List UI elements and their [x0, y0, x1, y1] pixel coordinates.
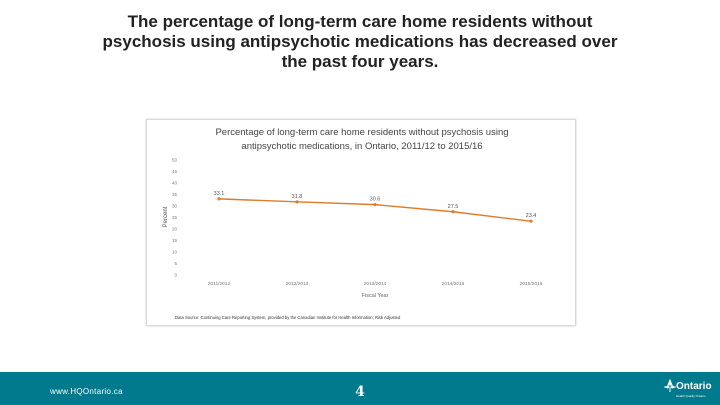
logo-subtext: Health Quality Ontario: [676, 394, 706, 398]
data-point: [295, 200, 299, 204]
y-tick-label: 20: [172, 227, 178, 232]
footer-url[interactable]: www.HQOntario.ca: [50, 387, 123, 396]
data-label: 27.5: [448, 204, 459, 210]
y-tick-label: 45: [172, 169, 178, 174]
y-tick-label: 50: [172, 158, 178, 163]
series-percent: 33.1 31.8 30.6 27.5 23.4: [214, 191, 537, 223]
y-tick-label: 35: [172, 192, 178, 197]
data-point: [529, 219, 533, 223]
data-point: [373, 203, 377, 207]
x-tick-label: 2014/2015: [442, 281, 465, 287]
line-chart: Percentage of long-term care home reside…: [163, 127, 543, 320]
chart-frame: Percentage of long-term care home reside…: [146, 119, 576, 326]
slide-title: The percentage of long-term care home re…: [102, 12, 618, 71]
y-tick-label: 0: [174, 273, 177, 278]
data-label: 30.6: [370, 197, 381, 203]
data-label: 23.4: [526, 213, 537, 219]
y-tick-label: 25: [172, 215, 178, 220]
x-tick-label: 2011/2012: [208, 281, 231, 287]
page-number: 4: [355, 384, 365, 400]
chart-title-line2: antipsychotic medications, in Ontario, 2…: [241, 141, 482, 152]
y-tick-label: 15: [172, 238, 178, 243]
y-tick-label: 40: [172, 181, 178, 186]
ontario-logo: Ontario Health Quality Ontario: [664, 377, 716, 403]
y-axis-label: Percent: [163, 206, 169, 227]
y-tick-label: 30: [172, 204, 178, 209]
x-tick-label: 2012/2013: [286, 281, 309, 287]
footer-bar: www.HQOntario.ca 4 Ontario Health Qualit…: [0, 372, 720, 405]
data-point: [217, 197, 221, 201]
x-tick-label: 2015/2016: [520, 281, 543, 287]
y-tick-label: 10: [172, 250, 178, 255]
logo-wordmark: Ontario: [676, 381, 712, 392]
chart-title-line1: Percentage of long-term care home reside…: [215, 127, 508, 138]
y-tick-label: 5: [174, 261, 177, 266]
trillium-icon: [664, 379, 676, 392]
x-axis-ticks: 2011/2012 2012/2013 2013/2014 2014/2015 2015…: [208, 281, 543, 287]
x-axis-label: Fiscal Year: [362, 293, 389, 299]
data-label: 31.8: [292, 194, 303, 200]
chart-source-note: Data Source: Continuing Care Reporting S…: [175, 315, 401, 320]
y-axis-ticks: 0 5 10 15 20 25 30 35 40 45 50: [172, 158, 178, 278]
x-tick-label: 2013/2014: [364, 281, 387, 287]
data-point: [451, 210, 455, 214]
data-label: 33.1: [214, 191, 225, 197]
